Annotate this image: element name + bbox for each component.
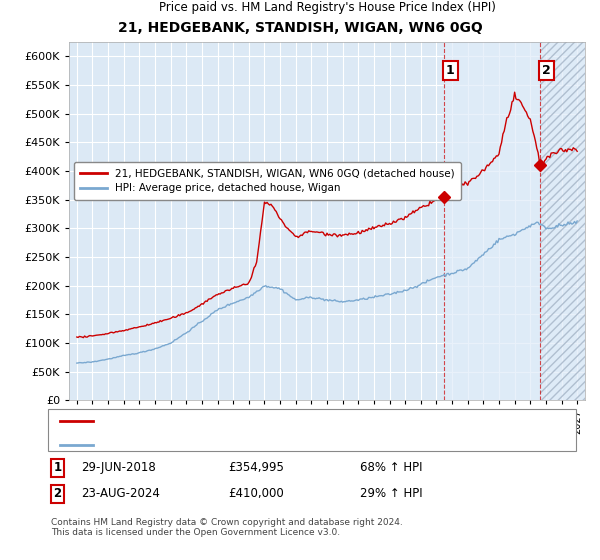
Text: 21, HEDGEBANK, STANDISH, WIGAN, WN6 0GQ: 21, HEDGEBANK, STANDISH, WIGAN, WN6 0GQ — [118, 21, 482, 35]
Text: 2: 2 — [53, 487, 62, 501]
Text: 2: 2 — [542, 64, 551, 77]
Bar — [444, 42, 585, 400]
Text: 29% ↑ HPI: 29% ↑ HPI — [360, 487, 422, 501]
Text: £354,995: £354,995 — [228, 461, 284, 474]
Text: £410,000: £410,000 — [228, 487, 284, 501]
Text: 1: 1 — [446, 64, 455, 77]
Text: 1: 1 — [53, 461, 62, 474]
Text: HPI: Average price, detached house, Wigan: HPI: Average price, detached house, Wiga… — [99, 440, 325, 450]
Text: 68% ↑ HPI: 68% ↑ HPI — [360, 461, 422, 474]
Text: 21, HEDGEBANK, STANDISH, WIGAN, WN6 0GQ (detached house): 21, HEDGEBANK, STANDISH, WIGAN, WN6 0GQ … — [99, 416, 439, 426]
Title: Price paid vs. HM Land Registry's House Price Index (HPI): Price paid vs. HM Land Registry's House … — [158, 2, 496, 15]
Text: Contains HM Land Registry data © Crown copyright and database right 2024.
This d: Contains HM Land Registry data © Crown c… — [51, 518, 403, 538]
Legend: 21, HEDGEBANK, STANDISH, WIGAN, WN6 0GQ (detached house), HPI: Average price, de: 21, HEDGEBANK, STANDISH, WIGAN, WN6 0GQ … — [74, 162, 461, 199]
Text: 23-AUG-2024: 23-AUG-2024 — [81, 487, 160, 501]
Text: 29-JUN-2018: 29-JUN-2018 — [81, 461, 156, 474]
